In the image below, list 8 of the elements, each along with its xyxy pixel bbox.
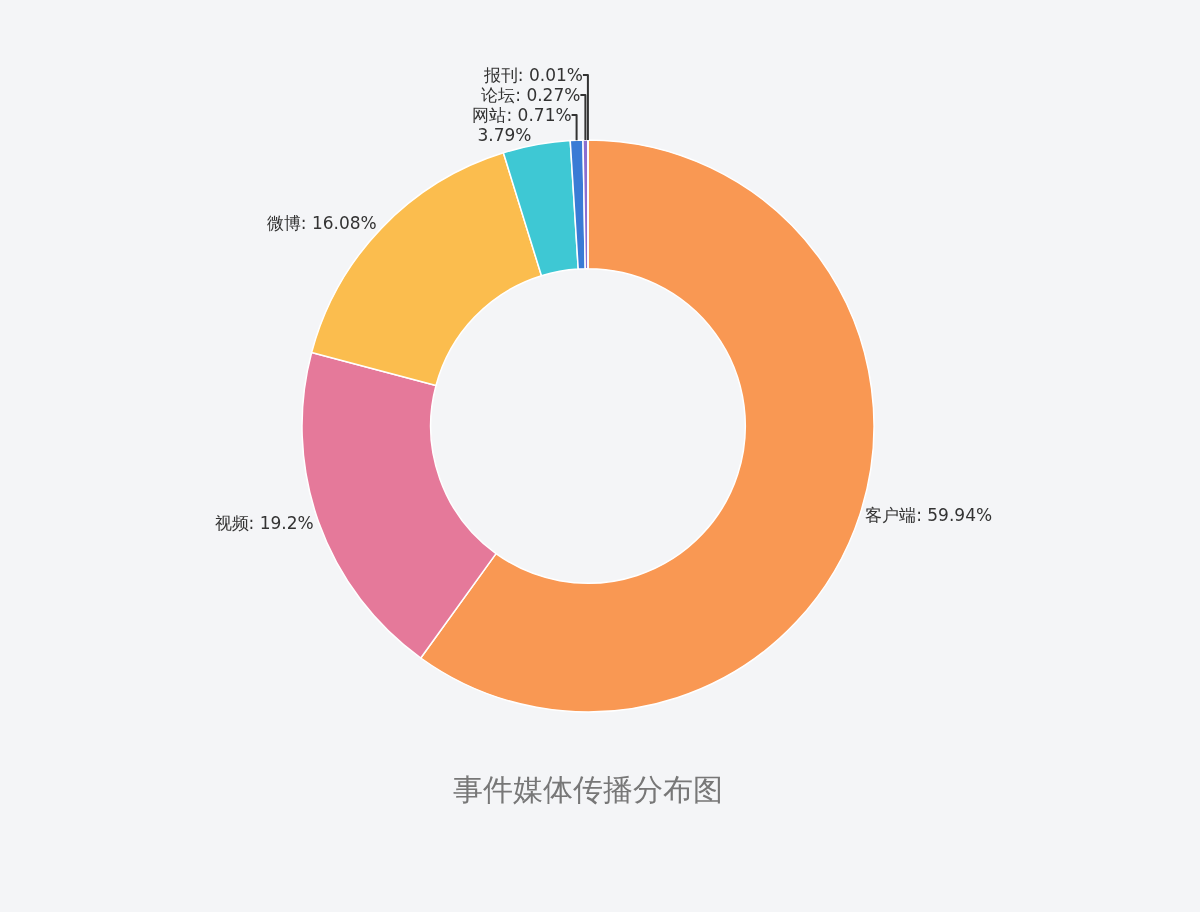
slice-label: 微博: 16.08% (266, 213, 377, 234)
data-label: 3.79% (477, 125, 532, 146)
slice-label: 报刊: 0.01% (482, 65, 583, 86)
slice-label: 客户端: 59.94% (865, 504, 993, 525)
slice-label: 视频: 19.2% (214, 513, 314, 534)
slice-label: 论坛: 0.27% (481, 85, 581, 106)
text: 事件媒体传播分布图 (453, 772, 723, 807)
slice-label: 网站: 0.71% (472, 105, 572, 126)
